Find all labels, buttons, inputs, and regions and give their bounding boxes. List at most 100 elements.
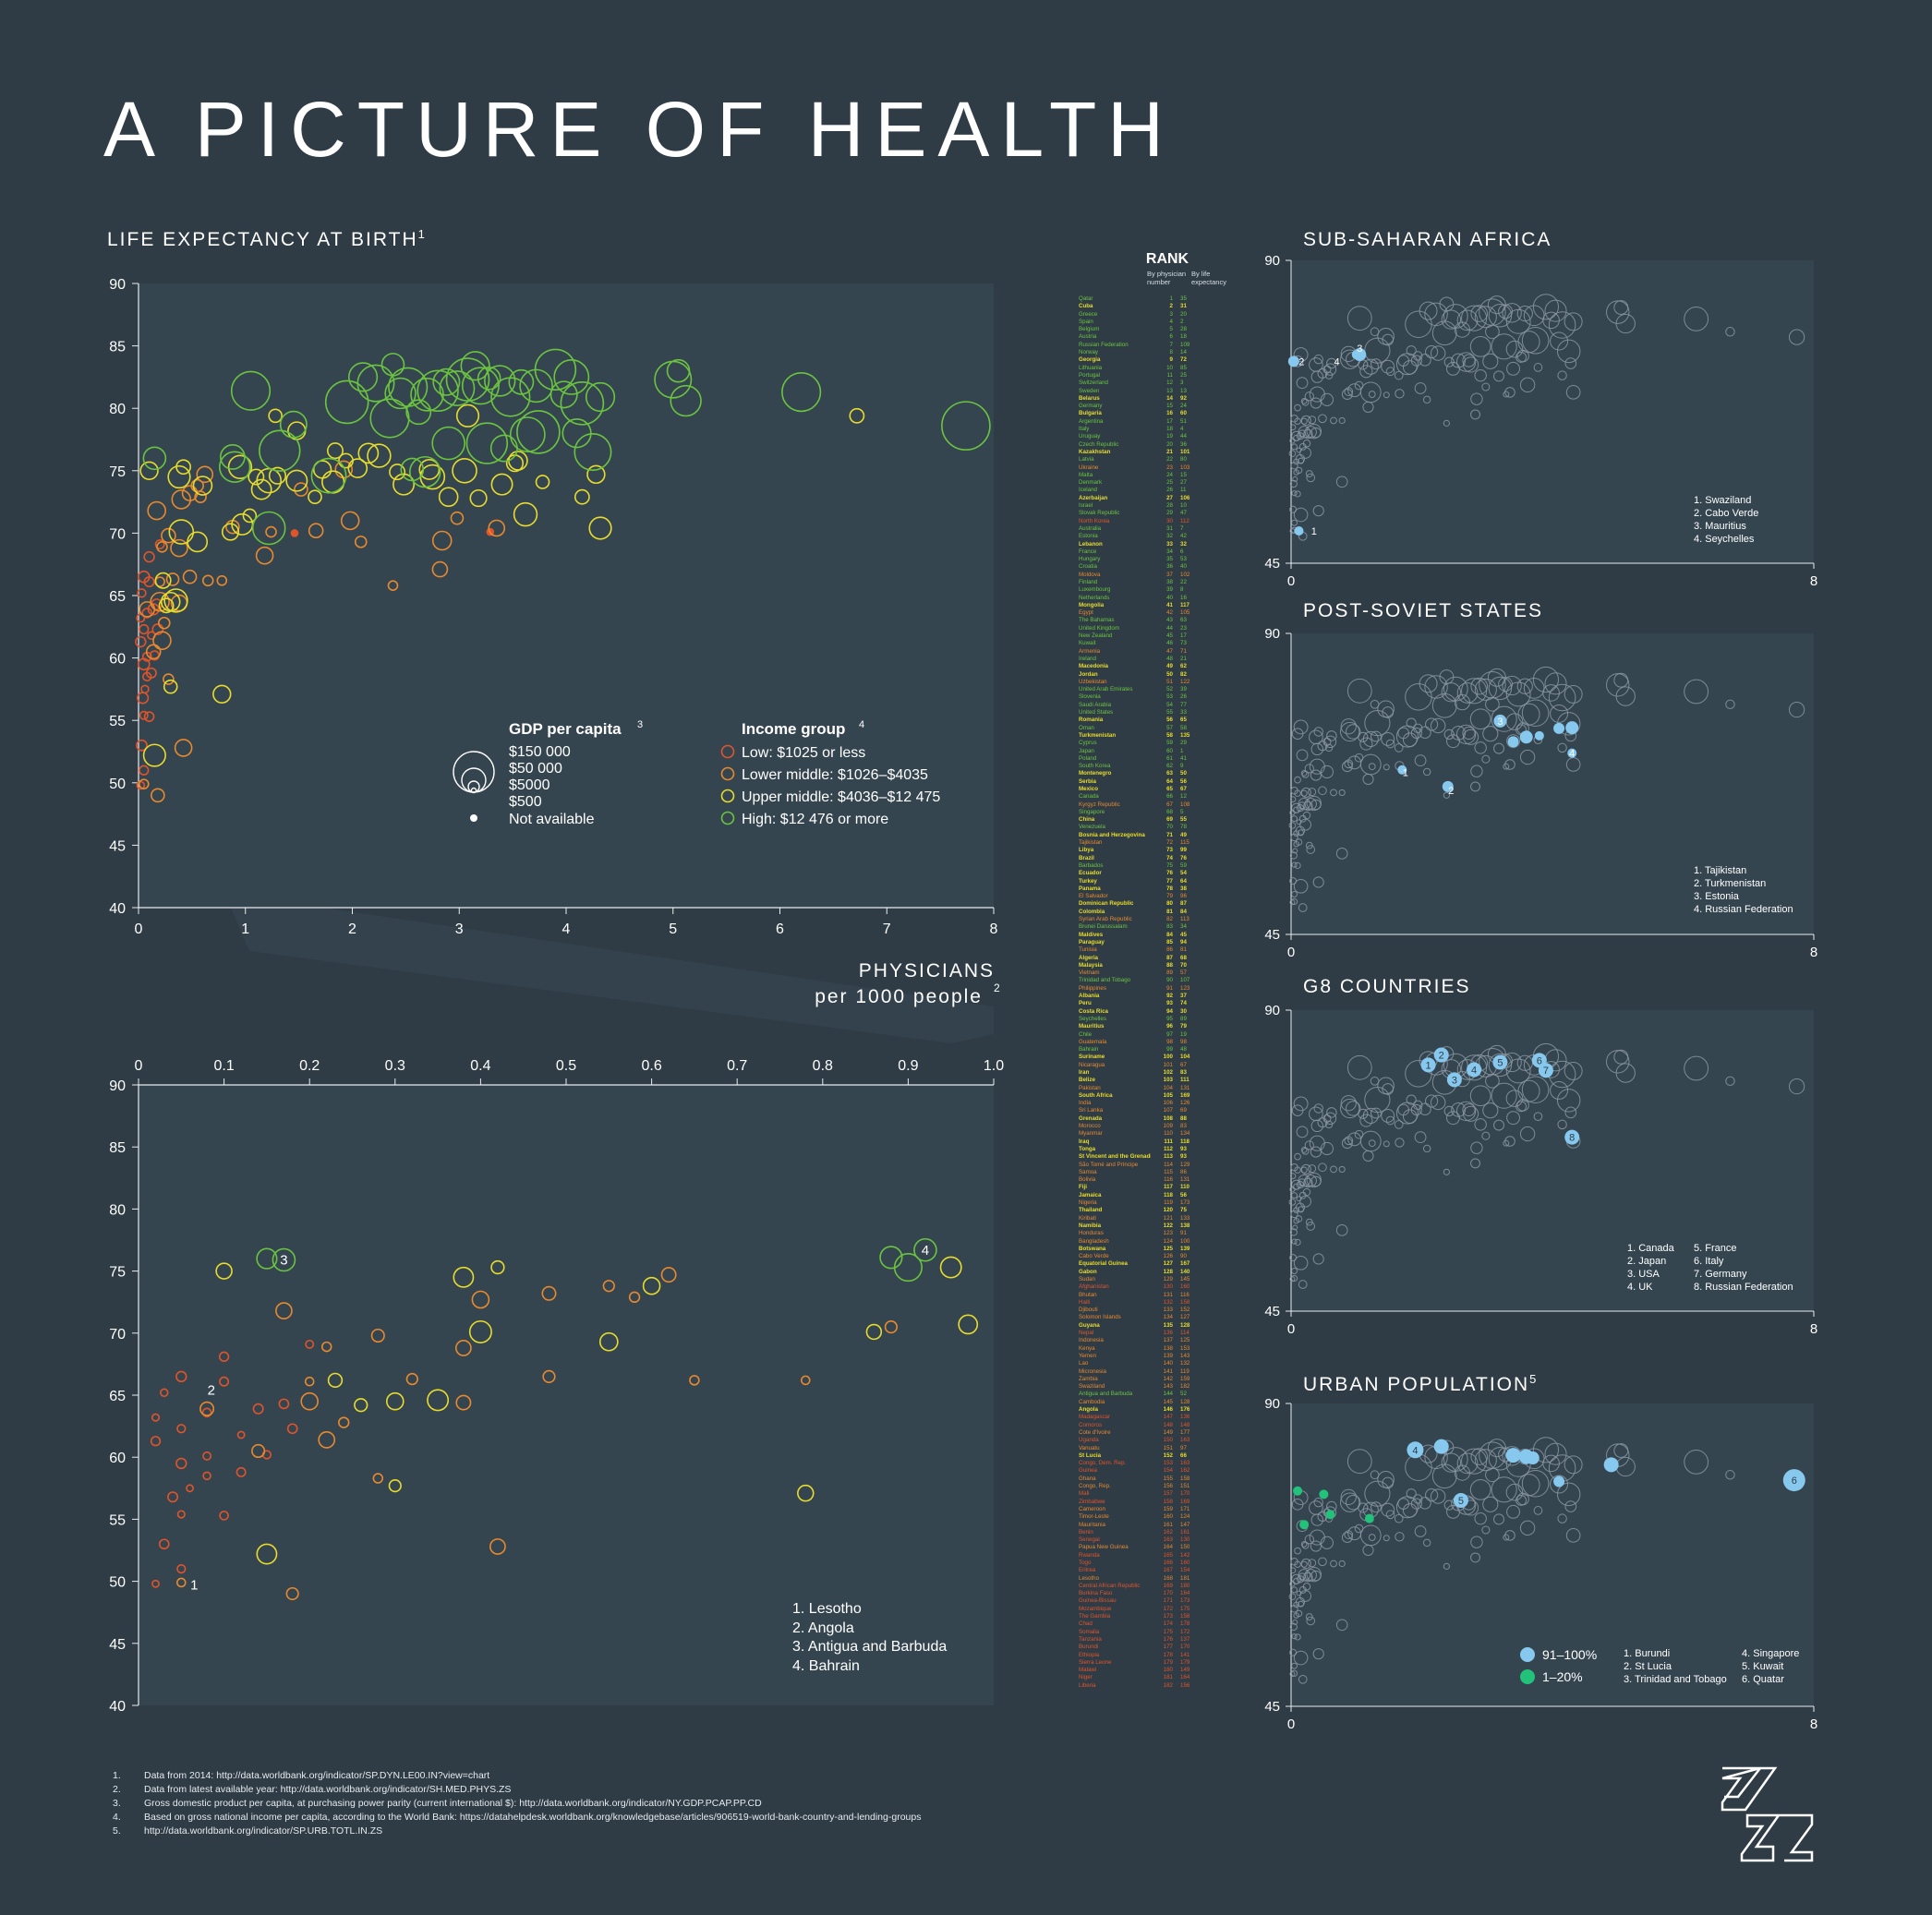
rank-row: Brunei Darussalam 83 34 (1079, 923, 1236, 931)
rank-row: South Korea 62 9 (1079, 763, 1236, 770)
rank-physician: 109 (1163, 1123, 1173, 1130)
panel-title-urban-sup: 5 (1529, 1372, 1539, 1386)
rank-row: Costa Rica 94 30 (1079, 1008, 1236, 1016)
panel-faint-point (1479, 671, 1506, 699)
zoom-data-point (219, 1376, 230, 1387)
data-point (156, 540, 168, 553)
zoom-data-point (158, 1538, 170, 1550)
rank-country: Eritrea (1079, 1567, 1096, 1574)
panel-faint-point (1324, 1120, 1334, 1129)
rank-row: Brazil 74 76 (1079, 855, 1236, 862)
main-y-tick-label: 45 (109, 838, 126, 854)
panel-faint-point (1461, 678, 1488, 705)
rank-row: Madagascar 147 136 (1079, 1414, 1236, 1421)
rank-row: Uzbekistan 51 122 (1079, 679, 1236, 686)
rank-row: El Salvador 79 96 (1079, 893, 1236, 900)
panel-faint-point (1292, 848, 1298, 854)
panel-faint-point (1318, 1162, 1327, 1173)
rank-row: Croatia 36 40 (1079, 563, 1236, 571)
rank-physician: 179 (1163, 1658, 1173, 1666)
rank-country: Finland (1079, 578, 1098, 585)
footnote-text: Based on gross national income per capit… (144, 1812, 922, 1823)
rank-physician: 13 (1166, 387, 1173, 394)
panel-faint-point (1293, 1650, 1309, 1666)
rank-life: 84 (1180, 908, 1187, 915)
rank-physician: 98 (1166, 1038, 1173, 1045)
rank-country: Kazakhstan (1079, 448, 1111, 455)
rank-life: 94 (1180, 938, 1187, 945)
rank-country: Serbia (1079, 777, 1096, 785)
rank-life: 128 (1180, 1321, 1190, 1329)
rank-row: Romania 56 65 (1079, 717, 1236, 724)
data-point (455, 403, 480, 428)
panel-faint-point (1304, 764, 1314, 774)
rank-row: Kuwait 46 73 (1079, 640, 1236, 647)
panel-green-point (1299, 1520, 1310, 1530)
rank-life: 33 (1180, 709, 1187, 717)
rank-row: Japan 60 1 (1079, 748, 1236, 755)
panel-faint-point (1414, 382, 1427, 394)
panel-faint-point (1306, 423, 1322, 440)
rank-row: Czech Republic 20 36 (1079, 441, 1236, 449)
page-title: A PICTURE OF HEALTH (103, 86, 1175, 173)
rank-physician: 155 (1163, 1475, 1173, 1482)
panel-faint-point (1470, 781, 1480, 792)
panel-faint-point (1406, 717, 1417, 729)
rank-physician: 120 (1163, 1207, 1173, 1214)
rank-life: 178 (1180, 1620, 1190, 1628)
panel-faint-point (1293, 1096, 1309, 1112)
panel-marker-label: 3 (1452, 1075, 1457, 1086)
panel-faint-point (1504, 1136, 1515, 1147)
zoom-data-point (542, 1369, 556, 1383)
rank-physician: 115 (1164, 1168, 1173, 1175)
rank-life: 105 (1180, 609, 1190, 617)
rank-row: Zambia 142 159 (1079, 1376, 1236, 1383)
data-point (509, 416, 546, 452)
g8-legend-item: 5. France (1694, 1243, 1736, 1254)
zoom-data-point (160, 1388, 169, 1398)
data-point (941, 401, 991, 451)
rank-life: 25 (1180, 371, 1187, 379)
rank-life: 23 (1180, 624, 1187, 632)
rank-country: Mongolia (1079, 601, 1105, 608)
rank-country: Antigua and Barbuda (1079, 1391, 1133, 1398)
rank-life: 50 (1180, 770, 1187, 777)
urban-swatch-label: 91–100% (1542, 1647, 1597, 1662)
rank-row: Sudan 129 145 (1079, 1276, 1236, 1283)
data-point (251, 511, 286, 546)
panel-faint-point (1422, 767, 1431, 777)
panel-faint-point (1290, 462, 1298, 470)
panel-faint-point (1419, 354, 1431, 367)
rank-physician: 42 (1166, 609, 1173, 617)
panel-faint-point (1330, 789, 1337, 797)
zoom-x-tick-label: 0.6 (641, 1058, 661, 1074)
rank-row: Pakistan 104 131 (1079, 1085, 1236, 1092)
panel-faint-point (1313, 727, 1323, 737)
footnote-number: 5. (113, 1825, 121, 1837)
rank-row: Cabo Verde 126 90 (1079, 1253, 1236, 1260)
rank-life: 7 (1180, 524, 1184, 532)
panel-title-urban-text: URBAN POPULATION (1303, 1374, 1530, 1395)
rank-life: 128 (1180, 1398, 1190, 1405)
rank-physician: 116 (1164, 1176, 1173, 1184)
panel-faint-point (1340, 1492, 1360, 1512)
rank-row: Trinidad and Tobago 90 107 (1079, 977, 1236, 984)
rank-physician: 130 (1163, 1283, 1173, 1291)
rank-physician: 100 (1163, 1054, 1173, 1061)
rank-country: Libya (1079, 847, 1094, 854)
data-point (781, 372, 822, 413)
rank-life: 20 (1180, 310, 1187, 318)
rank-country: Burundi (1079, 1644, 1099, 1651)
rank-country: Micronesia (1079, 1367, 1106, 1375)
main-x-tick-label: 8 (990, 921, 998, 937)
panel-faint-point (1542, 1454, 1560, 1473)
rank-life: 181 (1180, 1574, 1190, 1582)
panel-faint-point (1310, 397, 1322, 409)
panel-faint-point (1493, 1513, 1504, 1525)
panel-faint-point (1474, 741, 1487, 754)
zoom-data-point (372, 1473, 384, 1484)
data-point (409, 455, 441, 488)
panel-marker-label: 7 (1543, 1066, 1549, 1077)
rank-country: South Korea (1079, 763, 1111, 770)
rank-row: Paraguay 85 94 (1079, 939, 1236, 946)
